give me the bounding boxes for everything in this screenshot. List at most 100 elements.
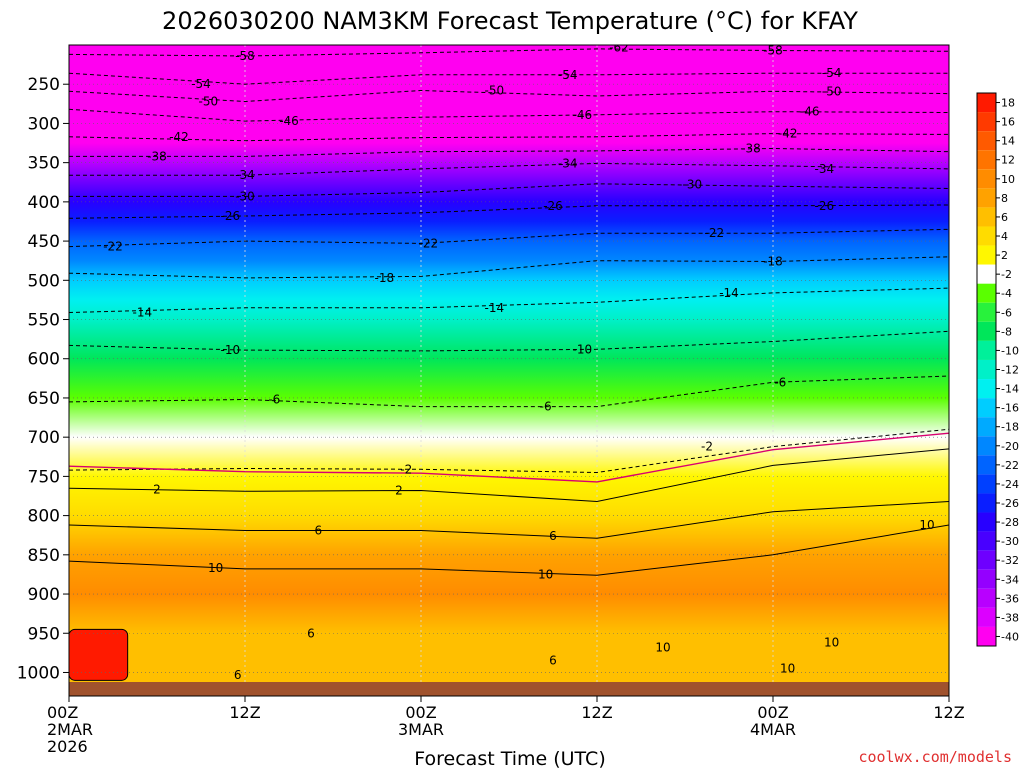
y-tick-label: 400 xyxy=(28,193,60,213)
colorbar-swatch xyxy=(977,340,996,360)
y-tick-label: 950 xyxy=(28,624,60,644)
contour-line xyxy=(69,432,949,483)
colorbar-swatch xyxy=(977,321,996,341)
contour-label: 10 xyxy=(824,636,839,650)
colorbar: 18 16 14 12 10 8 6 4 2 -2 -4 -6 -8 -10 -12 -14 -16 -18 -20… xyxy=(976,92,1019,647)
x-tick-label: 00Z xyxy=(757,703,788,722)
plot-area: -62-58 -58-54-54 -54-50-50 -50-46 -46 -46-42-… xyxy=(69,40,949,696)
colorbar-label: 2 xyxy=(1001,249,1008,262)
colorbar-label: -20 xyxy=(1001,440,1019,453)
contour-label: -10 xyxy=(573,342,593,356)
contour-label: 10 xyxy=(919,518,934,532)
colorbar-swatch xyxy=(977,626,996,646)
colorbar-swatch xyxy=(977,588,996,608)
colorbar-swatch xyxy=(977,607,996,627)
contour-label: -6 xyxy=(774,375,786,389)
contour-label: -30 xyxy=(683,178,703,192)
colorbar-label: -32 xyxy=(1001,554,1019,567)
grid-lines xyxy=(69,45,949,696)
colorbar-swatch xyxy=(977,226,996,246)
contour-label: 6 xyxy=(307,626,315,640)
contour-line xyxy=(69,501,949,539)
y-tick-label: 550 xyxy=(28,311,60,331)
x-tick-label: 00Z xyxy=(47,703,78,722)
colorbar-label: -40 xyxy=(1001,630,1019,643)
y-tick-label: 800 xyxy=(28,507,60,527)
contour-label: -14 xyxy=(133,305,153,319)
contour-label: 6 xyxy=(315,524,323,538)
contour-label: -26 xyxy=(815,199,835,213)
colorbar-swatch xyxy=(977,436,996,456)
credit-text: coolwx.com/models xyxy=(858,748,1012,766)
contour-label: -58 xyxy=(763,43,783,57)
contour-line xyxy=(69,448,949,503)
ground-fill xyxy=(69,682,949,696)
colorbar-swatch xyxy=(977,245,996,265)
contour-label: 6 xyxy=(549,529,557,543)
contour-label: -22 xyxy=(419,236,439,250)
contour-label: -6 xyxy=(540,400,552,414)
colorbar-label: -30 xyxy=(1001,535,1019,548)
contour-label: -54 xyxy=(191,77,211,91)
x-tick-label: 4MAR xyxy=(750,720,796,739)
y-tick-label: 650 xyxy=(28,389,60,409)
contour-label: 10 xyxy=(538,567,553,581)
colorbar-label: 18 xyxy=(1001,97,1015,110)
warm-pocket xyxy=(69,628,129,681)
contour-label: -42 xyxy=(778,127,798,141)
colorbar-swatch xyxy=(977,417,996,437)
contour-label: -2 xyxy=(701,440,713,454)
contour-label: -22 xyxy=(705,226,725,240)
y-tick-label: 300 xyxy=(28,114,60,134)
colorbar-swatch xyxy=(977,455,996,475)
colorbar-label: 8 xyxy=(1001,192,1008,205)
colorbar-label: -6 xyxy=(1001,306,1012,319)
contour-label: 10 xyxy=(208,561,223,575)
colorbar-swatch xyxy=(977,207,996,227)
plot-frame xyxy=(68,44,950,697)
x-axis-label: Forecast Time (UTC) xyxy=(414,748,605,768)
colorbar-label: 6 xyxy=(1001,211,1008,224)
contour-label: 10 xyxy=(655,640,670,654)
warm-pocket-layer xyxy=(69,628,129,681)
x-tick-label: 12Z xyxy=(581,703,612,722)
y-tick-label: 700 xyxy=(28,428,60,448)
colorbar-swatch xyxy=(977,359,996,380)
y-tick-label: 900 xyxy=(28,585,60,605)
colorbar-label: -28 xyxy=(1001,516,1019,529)
contour-label: -34 xyxy=(815,162,835,176)
contour-label: 10 xyxy=(780,662,795,676)
contour-label: -6 xyxy=(268,393,280,407)
y-axis: 250 300 350 400 450 500 550 600 650 700 750 800 850 9… xyxy=(17,75,69,683)
y-tick-label: 600 xyxy=(28,350,60,370)
colorbar-label: -14 xyxy=(1001,383,1019,396)
colorbar-label: -22 xyxy=(1001,459,1019,472)
colorbar-swatch xyxy=(977,512,996,532)
colorbar-label: -4 xyxy=(1001,287,1012,300)
contour-labels: -62-58 -58-54-54 -54-50-50 -50-46 -46 -46-42-… xyxy=(103,40,934,682)
contour-label: -62 xyxy=(609,40,629,54)
contour-label: -18 xyxy=(763,254,783,268)
colorbar-label: -16 xyxy=(1001,402,1019,415)
colorbar-label: -38 xyxy=(1001,611,1019,624)
colorbar-label: -12 xyxy=(1001,364,1019,377)
colorbar-label: 4 xyxy=(1001,230,1008,243)
y-tick-label: 1000 xyxy=(17,663,60,683)
y-tick-label: 450 xyxy=(28,232,60,252)
contour-label: -54 xyxy=(822,66,842,80)
colorbar-swatch xyxy=(977,264,996,284)
contour-label: 6 xyxy=(549,654,557,668)
colorbar-label: -8 xyxy=(1001,325,1012,338)
colorbar-swatch xyxy=(977,188,996,208)
y-tick-label: 350 xyxy=(28,154,60,174)
x-tick-label: 12Z xyxy=(229,703,260,722)
contour-line xyxy=(69,524,949,576)
colorbar-swatch xyxy=(977,569,996,589)
colorbar-label: -18 xyxy=(1001,421,1019,434)
colorbar-swatch xyxy=(977,474,996,494)
colorbar-swatch xyxy=(977,531,996,551)
contour-label: 2 xyxy=(395,484,403,498)
colorbar-swatch xyxy=(977,493,996,513)
